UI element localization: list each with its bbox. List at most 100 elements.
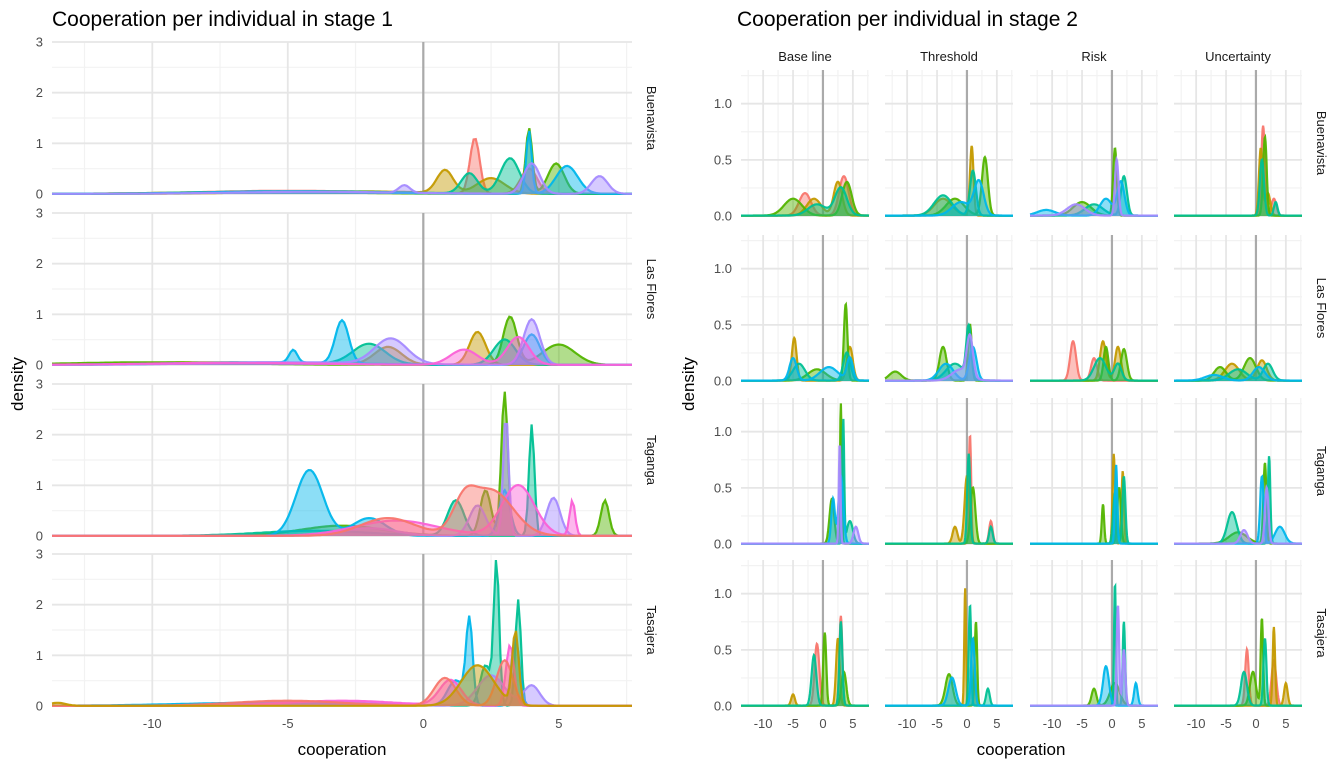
x-tick-label: 5 [555, 716, 562, 731]
density-area [1174, 618, 1302, 706]
panel-s2-2-0: 0.0 0.5 1.0 [714, 398, 869, 552]
y-tick-label: 0.5 [714, 317, 732, 332]
density-area [52, 169, 632, 194]
density-line [1030, 464, 1158, 545]
density-area [885, 346, 1013, 381]
y-tick-label: 1.0 [714, 96, 732, 111]
y-tick-label: 2 [36, 427, 43, 442]
density-area [52, 158, 632, 194]
density-line [1174, 133, 1302, 217]
panel-s2-2-2 [1030, 398, 1158, 545]
x-tick-label: 0 [963, 716, 970, 731]
panel-s2-2-3: Taganga [1174, 398, 1329, 545]
density-area [52, 163, 632, 194]
panel-s1-0: 0 1 2 3 Buenavista [36, 35, 659, 202]
density-area [885, 436, 1013, 544]
x-tick-label: -10 [143, 716, 162, 731]
column-strip-label: Base line [778, 49, 831, 64]
density-line [52, 422, 632, 537]
stage1-title: Cooperation per individual in stage 1 [52, 8, 393, 31]
density-area [741, 638, 869, 706]
row-strip-label: Buenavista [644, 86, 659, 151]
density-line [52, 615, 632, 707]
x-tick-label: 5 [849, 716, 856, 731]
panel-s2-0-2: Risk [1029, 49, 1158, 217]
y-tick-label: 1 [36, 307, 43, 322]
density-line [52, 162, 632, 195]
density-line [52, 484, 632, 537]
column-strip-label: Risk [1081, 49, 1107, 64]
density-area [52, 630, 632, 706]
x-tick-label: 0 [420, 716, 427, 731]
row-strip-label: Las Flores [644, 259, 659, 320]
y-tick-label: 3 [36, 377, 43, 392]
density-line [885, 332, 1013, 382]
panel-s2-3-3: -10 -5 0 5 Tasajera [1174, 560, 1329, 731]
panel-s2-1-3: Las Flores [1174, 235, 1329, 382]
density-area [52, 560, 632, 706]
density-line [741, 355, 870, 382]
x-tick-label: -5 [282, 716, 294, 731]
y-tick-label: 3 [36, 35, 43, 50]
density-area [52, 320, 632, 365]
y-tick-label: 0 [36, 358, 43, 373]
stage1-x-axis-title: cooperation [298, 740, 387, 759]
panel-s2-0-1: Threshold [885, 49, 1013, 217]
density-area [1030, 453, 1158, 544]
y-tick-label: 0.0 [714, 374, 732, 389]
panel-s2-3-1: -10 -5 0 5 [885, 560, 1013, 731]
x-tick-label: -10 [898, 716, 917, 731]
density-area [741, 418, 869, 544]
density-area [1030, 464, 1158, 544]
density-area [741, 621, 869, 706]
density-line [1030, 155, 1158, 217]
y-tick-label: 1 [36, 478, 43, 493]
density-area [741, 615, 869, 706]
density-line [1174, 484, 1302, 545]
stage2-x-axis-title: cooperation [977, 740, 1066, 759]
y-tick-label: 2 [36, 85, 43, 100]
density-area [1030, 346, 1158, 381]
density-area [885, 638, 1013, 706]
density-area [52, 485, 632, 536]
stage2-title: Cooperation per individual in stage 2 [737, 8, 1078, 31]
row-strip-label: Tasajera [644, 605, 659, 655]
y-tick-label: 2 [36, 256, 43, 271]
x-tick-label: 5 [1138, 716, 1145, 731]
density-line [1174, 618, 1302, 707]
density-line [885, 636, 1013, 707]
density-area [52, 131, 632, 194]
panel-s2-1-0: 0.0 0.5 1.0 [714, 235, 870, 389]
x-tick-label: 0 [819, 716, 826, 731]
panel-s2-0-0: 0.0 0.5 1.0 Base line [714, 49, 870, 224]
x-tick-label: 5 [993, 716, 1000, 731]
density-area [52, 391, 632, 536]
density-area [1030, 683, 1158, 706]
density-area [1030, 476, 1158, 544]
density-area [885, 324, 1013, 381]
density-line [1174, 157, 1302, 217]
density-line [1174, 125, 1302, 217]
y-tick-label: 1.0 [714, 424, 732, 439]
density-line [885, 434, 1013, 545]
density-line [1174, 366, 1302, 382]
panel-s2-1-2 [1030, 235, 1158, 382]
density-line [885, 178, 1013, 217]
density-line [885, 453, 1013, 545]
x-tick-label: -10 [1043, 716, 1062, 731]
density-line [52, 335, 632, 366]
density-line [741, 637, 869, 707]
density-area [885, 170, 1013, 216]
y-tick-label: 2 [36, 597, 43, 612]
density-line [52, 560, 632, 707]
x-tick-label: 5 [1282, 716, 1289, 731]
y-tick-label: 0.0 [714, 537, 732, 552]
row-strip-label: Buenavista [1314, 111, 1329, 176]
density-line [1030, 453, 1158, 545]
density-area [885, 180, 1013, 216]
density-line [1174, 626, 1302, 707]
row-strip-label: Las Flores [1314, 278, 1329, 339]
x-tick-label: 0 [1108, 716, 1115, 731]
density-line [741, 621, 869, 707]
density-line [51, 630, 632, 707]
